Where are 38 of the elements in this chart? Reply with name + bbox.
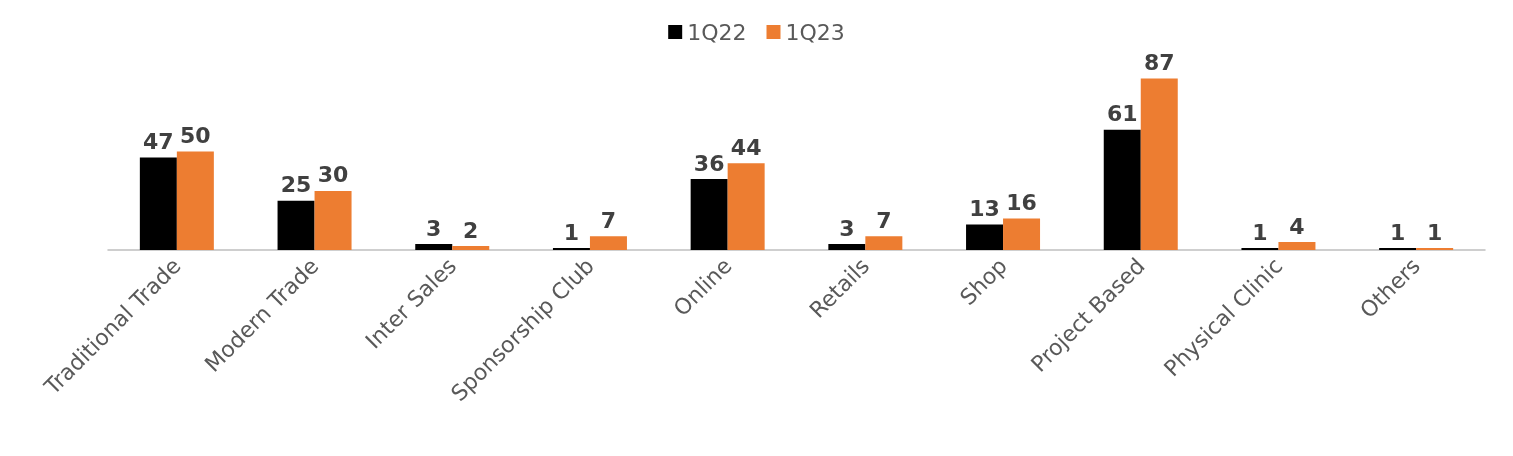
bar [589,236,627,250]
data-label: 3 [839,215,855,241]
data-label: 50 [180,123,211,148]
bar [415,244,453,250]
data-label: 13 [969,195,1000,221]
data-label: 7 [600,207,617,233]
bar [966,224,1004,250]
bar [1140,78,1178,250]
data-label: 25 [280,172,312,198]
data-label: 1 [1252,219,1268,245]
data-label: 44 [730,134,762,160]
data-label: 30 [317,162,349,188]
data-label: 1 [1426,219,1443,245]
bar [727,163,765,250]
bar [690,179,728,250]
data-label: 7 [876,207,892,233]
bar [1278,242,1316,250]
bar [314,190,352,250]
data-label: 87 [1143,50,1175,76]
legend-label: 1Q23 [785,19,845,45]
legend-label: 1Q22 [687,19,747,45]
bar [277,200,315,250]
bar [1003,218,1041,250]
data-label: 36 [693,150,725,176]
data-label: 16 [1006,189,1037,215]
bar [176,151,214,250]
data-label: 1 [563,219,580,245]
bar [828,244,866,250]
bar [139,157,177,250]
data-label: 1 [1389,219,1406,245]
data-label: 61 [1106,101,1138,127]
bar [452,246,490,250]
data-label: 47 [143,128,174,154]
data-label: 2 [463,217,479,243]
bar [865,236,903,250]
bar [1103,129,1141,250]
data-label: 4 [1289,213,1305,239]
data-label: 3 [426,215,442,241]
